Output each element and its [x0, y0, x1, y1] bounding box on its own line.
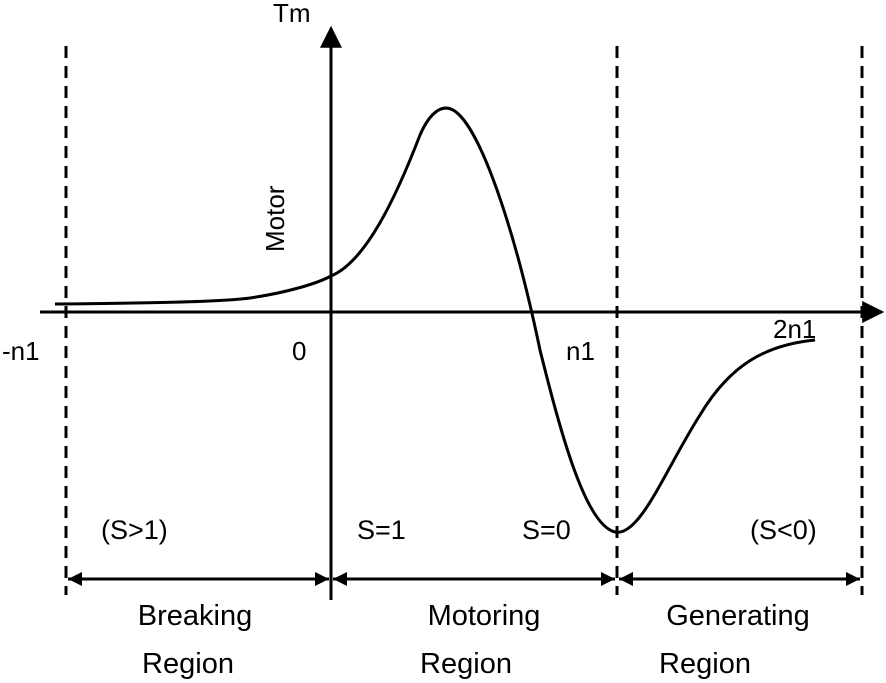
slip-label-generating: (S<0): [750, 515, 817, 545]
region-label-motoring-line2: Region: [420, 648, 512, 680]
torque-axis-label: Tm: [273, 0, 311, 28]
tick-neg-n1: -n1: [2, 336, 40, 366]
region-label-braking-line2: Region: [142, 648, 234, 680]
region-label-generating-line2: Region: [659, 648, 751, 680]
tick-zero: 0: [292, 336, 306, 366]
slip-label-start: S=1: [357, 515, 406, 545]
region-label-generating-line1: Generating: [666, 600, 810, 632]
region-label-braking-line1: Breaking: [138, 600, 252, 632]
torque-speed-curve: [54, 106, 816, 534]
region-label-motoring-line1: Motoring: [428, 600, 541, 632]
tick-two-n1: 2n1: [773, 314, 816, 344]
tick-n1: n1: [566, 336, 595, 366]
slip-label-braking: (S>1): [101, 515, 168, 545]
motor-label: Motor: [260, 185, 290, 252]
slip-label-sync: S=0: [522, 515, 571, 545]
